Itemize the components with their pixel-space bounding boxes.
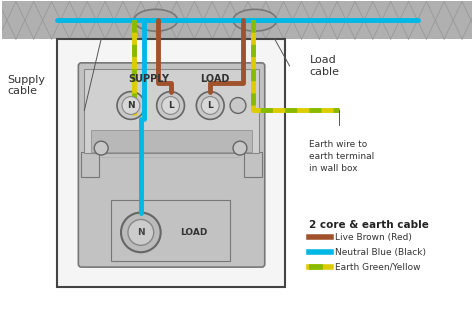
Text: L: L bbox=[168, 101, 173, 110]
Circle shape bbox=[233, 141, 247, 155]
Circle shape bbox=[157, 92, 184, 119]
Text: Earth Green/Yellow: Earth Green/Yellow bbox=[335, 263, 420, 272]
Text: N: N bbox=[127, 101, 135, 110]
Text: 2 core & earth cable: 2 core & earth cable bbox=[310, 219, 429, 230]
Text: N: N bbox=[137, 228, 145, 237]
Ellipse shape bbox=[233, 9, 277, 31]
Bar bbox=[84, 69, 259, 153]
Circle shape bbox=[196, 92, 224, 119]
Ellipse shape bbox=[134, 9, 177, 31]
Text: LOAD: LOAD bbox=[181, 228, 208, 237]
Text: Earth wire to
earth terminal
in wall box: Earth wire to earth terminal in wall box bbox=[310, 140, 374, 173]
Text: Neutral Blue (Black): Neutral Blue (Black) bbox=[335, 248, 426, 257]
Bar bbox=[82, 152, 99, 177]
Bar bbox=[91, 130, 252, 152]
Circle shape bbox=[128, 219, 154, 245]
Circle shape bbox=[94, 141, 108, 155]
Circle shape bbox=[201, 96, 219, 114]
Bar bbox=[244, 152, 262, 177]
Bar bbox=[111, 200, 230, 261]
Text: Supply
cable: Supply cable bbox=[7, 75, 45, 96]
Text: Load
cable: Load cable bbox=[310, 55, 339, 77]
FancyBboxPatch shape bbox=[78, 63, 265, 267]
Text: SUPPLY: SUPPLY bbox=[128, 74, 169, 84]
Circle shape bbox=[230, 97, 246, 113]
Bar bbox=[2, 1, 472, 39]
Circle shape bbox=[117, 92, 145, 119]
Bar bbox=[56, 39, 284, 287]
Circle shape bbox=[122, 96, 140, 114]
Circle shape bbox=[162, 96, 180, 114]
Text: Live Brown (Red): Live Brown (Red) bbox=[335, 233, 412, 242]
Text: L: L bbox=[207, 101, 213, 110]
Text: LOAD: LOAD bbox=[201, 74, 230, 84]
Circle shape bbox=[121, 213, 161, 252]
